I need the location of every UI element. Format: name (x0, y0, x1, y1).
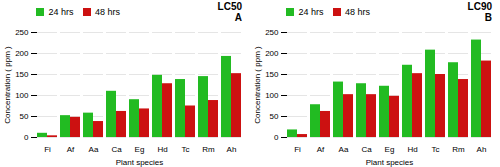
svg-text:Eg: Eg (385, 145, 395, 154)
svg-text:250: 250 (15, 28, 29, 37)
html-text:LC50: LC50 (217, 1, 242, 12)
svg-text:Ca: Ca (111, 145, 122, 154)
html-text:A: A (234, 12, 242, 23)
svg-text:Tc: Tc (432, 145, 440, 154)
svg-text:Ah: Ah (227, 145, 237, 154)
svg-text:Hd: Hd (407, 145, 417, 154)
svg-text:Af: Af (317, 145, 325, 154)
svg-text:150: 150 (15, 70, 29, 79)
svg-text:Concentration ( ppm ): Concentration ( ppm ) (253, 46, 262, 124)
svg-text:0: 0 (24, 133, 29, 142)
svg-text:Ca: Ca (361, 145, 372, 154)
svg-text:100: 100 (15, 91, 29, 100)
svg-text:Hd: Hd (157, 145, 167, 154)
svg-text:Rm: Rm (202, 145, 215, 154)
svg-text:Fi: Fi (44, 145, 51, 154)
html-text:B: B (484, 12, 492, 23)
svg-text:Tc: Tc (182, 145, 190, 154)
svg-text:Aa: Aa (89, 145, 99, 154)
svg-text:Concentration ( ppm ): Concentration ( ppm ) (3, 46, 12, 124)
svg-text:Plant species: Plant species (116, 158, 164, 167)
html-text:48 hrs: 48 hrs (95, 7, 120, 17)
svg-text:50: 50 (20, 112, 29, 121)
svg-text:Af: Af (67, 145, 75, 154)
html-text:48 hrs: 48 hrs (345, 7, 370, 17)
svg-text:Eg: Eg (135, 145, 145, 154)
html-text:24 hrs: 24 hrs (48, 7, 74, 17)
svg-text:250: 250 (265, 28, 279, 37)
html-text:LC90: LC90 (467, 1, 492, 12)
svg-text:Fi: Fi (294, 145, 301, 154)
svg-text:Rm: Rm (452, 145, 465, 154)
svg-text:200: 200 (265, 49, 279, 58)
svg-text:Ah: Ah (477, 145, 487, 154)
html-text:24 hrs: 24 hrs (298, 7, 324, 17)
svg-text:Plant species: Plant species (366, 158, 414, 167)
svg-text:Aa: Aa (339, 145, 349, 154)
svg-text:50: 50 (270, 112, 279, 121)
svg-text:100: 100 (265, 91, 279, 100)
svg-text:150: 150 (265, 70, 279, 79)
svg-text:0: 0 (274, 133, 279, 142)
svg-text:200: 200 (15, 49, 29, 58)
